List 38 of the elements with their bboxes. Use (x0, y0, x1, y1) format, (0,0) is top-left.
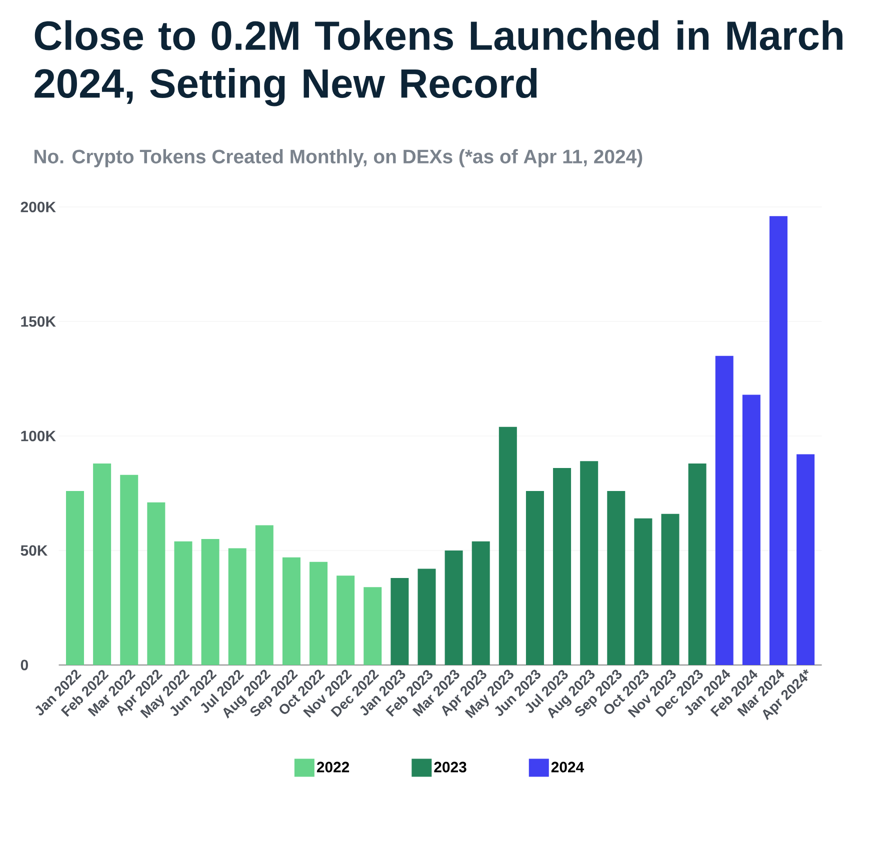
bar (364, 587, 382, 665)
bar (174, 541, 192, 665)
y-tick-label: 0 (20, 660, 28, 670)
bar (472, 541, 490, 665)
bar (688, 463, 706, 665)
bar (201, 539, 220, 665)
bar (255, 525, 274, 665)
bar (336, 576, 355, 665)
bar (310, 562, 328, 665)
bar (715, 356, 734, 665)
bar (661, 514, 680, 665)
y-tick-label: 200K (20, 202, 56, 212)
bar (93, 463, 112, 665)
bar (796, 454, 815, 665)
bar (444, 550, 463, 665)
bar (282, 557, 300, 665)
bar (418, 568, 436, 665)
bar (228, 548, 246, 665)
bar (498, 426, 517, 665)
legend-label: 2023 (434, 762, 466, 772)
y-tick-label: 100K (21, 430, 56, 442)
bar (580, 461, 598, 665)
bar (66, 490, 84, 665)
legend-label: 2022 (316, 762, 350, 772)
legend-label: 2024 (551, 762, 584, 772)
bar (120, 474, 138, 665)
bar (526, 490, 544, 665)
bar (390, 578, 409, 665)
y-tick-label: 150K (21, 316, 56, 327)
bar (553, 468, 572, 665)
bar (769, 216, 788, 665)
y-tick-label: 50K (20, 545, 48, 556)
bar (634, 518, 652, 665)
bar (147, 502, 166, 665)
bar (607, 490, 626, 665)
chart-title: Close to 0.2M Tokens Launched in March 2024, Setting New Record (34, 20, 842, 106)
chart-subtitle: No. Crypto Tokens Created Monthly, on DEXs (*as of Apr 11, 2024) (34, 149, 642, 168)
bar (742, 394, 760, 665)
